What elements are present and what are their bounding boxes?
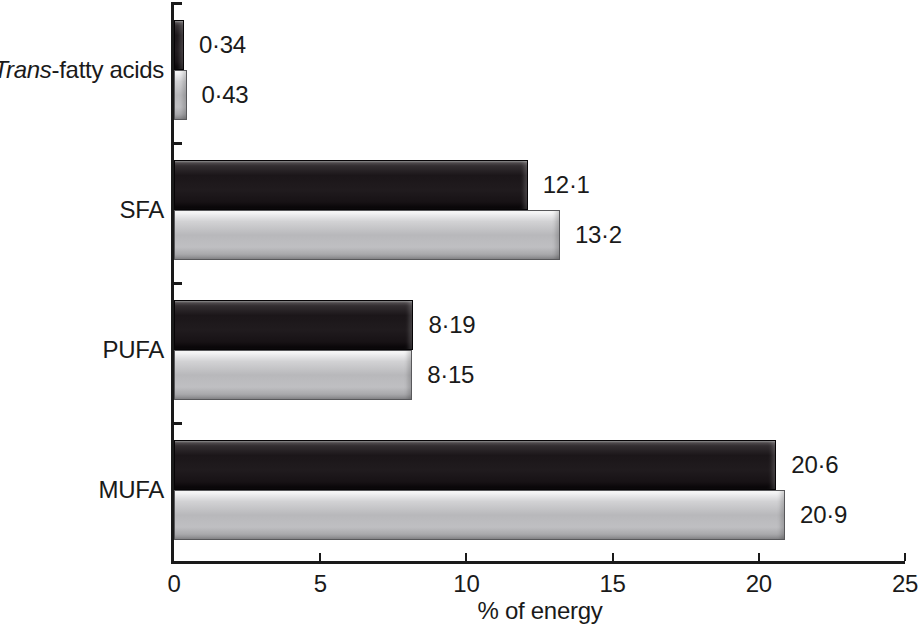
bar-light-series-sfa bbox=[174, 210, 560, 260]
value-label: 8·15 bbox=[427, 361, 474, 389]
x-axis-tick-label: 5 bbox=[314, 570, 327, 598]
x-axis-tick bbox=[319, 553, 321, 561]
x-axis-tick-label: 20 bbox=[746, 570, 772, 598]
x-axis-tick bbox=[904, 553, 906, 561]
value-label: 13·2 bbox=[575, 221, 622, 249]
value-label: 8·19 bbox=[428, 311, 475, 339]
category-label: Trans-fatty acids bbox=[0, 56, 164, 84]
x-axis-title: % of energy bbox=[478, 597, 603, 625]
category-label: PUFA bbox=[103, 336, 164, 364]
value-label: 0·43 bbox=[202, 81, 249, 109]
x-axis-tick bbox=[612, 553, 614, 561]
bar-dark-series-sfa bbox=[174, 160, 528, 210]
x-axis-tick-label: 0 bbox=[167, 570, 180, 598]
x-axis-tick-label: 15 bbox=[600, 570, 626, 598]
category-label: SFA bbox=[120, 196, 164, 224]
bar-dark-series-pufa bbox=[174, 300, 413, 350]
x-axis-tick bbox=[465, 553, 467, 561]
x-axis-tick-label: 10 bbox=[453, 570, 479, 598]
y-axis-tick bbox=[174, 282, 182, 285]
fatty-acid-bar-chart: % of energy Trans-fatty acids 0·34 0·43 SFA… bbox=[0, 0, 920, 628]
x-axis-tick bbox=[758, 553, 760, 561]
value-label: 0·34 bbox=[199, 31, 246, 59]
y-axis-tick bbox=[174, 142, 182, 145]
value-label: 12·1 bbox=[543, 171, 590, 199]
y-axis-tick bbox=[174, 2, 182, 5]
category-label: MUFA bbox=[99, 476, 164, 504]
y-axis-tick bbox=[174, 422, 182, 425]
category-label-italic: Trans bbox=[0, 56, 52, 83]
value-label: 20·9 bbox=[800, 501, 847, 529]
bar-light-series-pufa bbox=[174, 350, 412, 400]
bar-dark-series-trans-fatty-acids bbox=[174, 20, 184, 70]
bar-light-series-mufa bbox=[174, 490, 785, 540]
x-axis-tick-label: 25 bbox=[892, 570, 918, 598]
bar-dark-series-mufa bbox=[174, 440, 776, 490]
value-label: 20·6 bbox=[791, 451, 838, 479]
bar-light-series-trans-fatty-acids bbox=[174, 70, 187, 120]
